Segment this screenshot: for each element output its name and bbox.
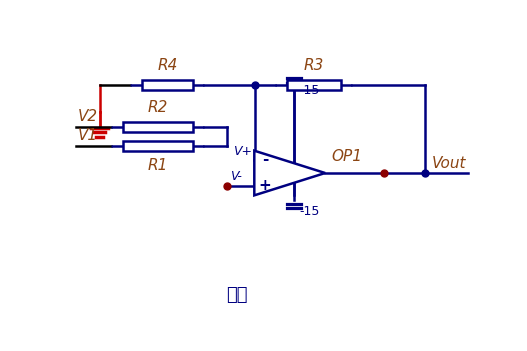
Text: -15: -15 — [299, 85, 319, 98]
Text: -: - — [262, 152, 268, 167]
Polygon shape — [255, 151, 325, 196]
Text: -15: -15 — [299, 205, 319, 218]
Text: R4: R4 — [157, 58, 178, 73]
Bar — [142, 80, 193, 90]
Text: +: + — [259, 178, 271, 193]
Text: R3: R3 — [304, 58, 324, 73]
Text: R1: R1 — [148, 158, 168, 173]
Text: V-: V- — [230, 170, 241, 183]
Bar — [123, 141, 193, 151]
Text: R2: R2 — [148, 100, 168, 115]
Text: 圖四: 圖四 — [226, 286, 247, 304]
Bar — [123, 122, 193, 132]
Bar — [287, 80, 340, 90]
Text: OP1: OP1 — [331, 148, 362, 164]
Text: V1: V1 — [78, 128, 98, 143]
Text: Vout: Vout — [432, 156, 466, 171]
Text: V2: V2 — [78, 109, 98, 124]
Text: V+: V+ — [233, 145, 252, 158]
